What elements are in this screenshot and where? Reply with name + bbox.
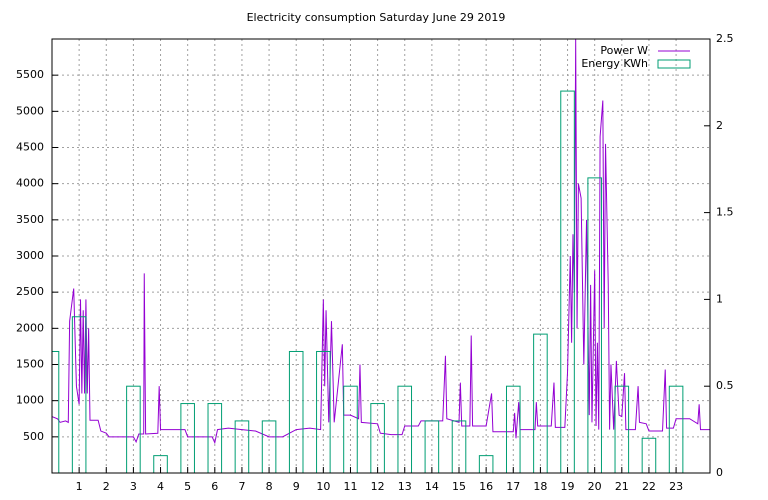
energy-box [533,333,548,473]
energy-box [71,316,87,473]
energy-box [424,420,440,473]
x-tick-label: 13 [398,480,412,493]
energy-box [316,350,331,473]
energy-box [397,385,413,473]
x-tick-label: 19 [561,480,575,493]
x-tick-label: 6 [211,480,218,493]
x-tick-label: 9 [293,480,300,493]
y-tick-label: 1000 [16,394,44,407]
y2-tick-label: 0 [716,466,723,479]
energy-box [614,385,630,473]
y2-tick-label: 2 [716,119,723,132]
x-tick-label: 1 [76,480,83,493]
x-tick-label: 21 [615,480,629,493]
energy-box [641,437,657,473]
energy-box [560,90,575,473]
energy-box [505,385,521,473]
y-tick-label: 5500 [16,68,44,81]
legend-label: Energy KWh [581,57,648,70]
x-tick-label: 2 [103,480,110,493]
x-tick-label: 12 [371,480,385,493]
y2-tick-label: 1.5 [716,206,734,219]
energy-box [234,420,250,473]
x-tick-label: 23 [669,480,683,493]
energy-box [587,177,602,473]
y-tick-label: 3500 [16,213,44,226]
energy-box [668,385,684,473]
y-tick-label: 500 [23,430,44,443]
chart-title: Electricity consumption Saturday June 29… [247,11,506,24]
x-tick-label: 3 [130,480,137,493]
x-tick-label: 8 [266,480,273,493]
x-tick-label: 17 [506,480,520,493]
x-tick-label: 4 [157,480,164,493]
grid [52,39,710,473]
y-tick-label: 3000 [16,249,44,262]
energy-box [370,403,385,473]
y2-tick-label: 0.5 [716,379,734,392]
x-tick-label: 5 [184,480,191,493]
power-line [52,39,710,445]
energy-box [288,350,304,473]
x-tick-label: 7 [238,480,245,493]
x-tick-label: 18 [533,480,547,493]
plot-frame [51,38,711,474]
x-tick-label: 22 [642,480,656,493]
energy-box [153,455,168,473]
y2-tick-label: 1 [716,292,723,305]
x-tick-label: 10 [316,480,330,493]
energy-box [451,420,467,473]
legend-swatch [657,59,691,69]
x-tick-label: 14 [425,480,439,493]
y-tick-label: 4000 [16,177,44,190]
y2-tick-label: 2.5 [716,32,734,45]
energy-box [478,455,494,473]
energy-box [261,420,277,473]
y-tick-label: 4500 [16,141,44,154]
x-tick-label: 11 [343,480,357,493]
energy-box [180,403,195,473]
plot-area [52,39,710,473]
y-tick-label: 5000 [16,104,44,117]
y-tick-label: 2500 [16,285,44,298]
y-tick-label: 1500 [16,358,44,371]
x-tick-label: 20 [588,480,602,493]
energy-box [343,385,358,473]
energy-box [207,403,223,473]
x-tick-label: 16 [479,480,493,493]
x-tick-label: 15 [452,480,466,493]
energy-box [126,385,141,473]
y-tick-label: 2000 [16,321,44,334]
legend-label: Power W [600,44,648,57]
